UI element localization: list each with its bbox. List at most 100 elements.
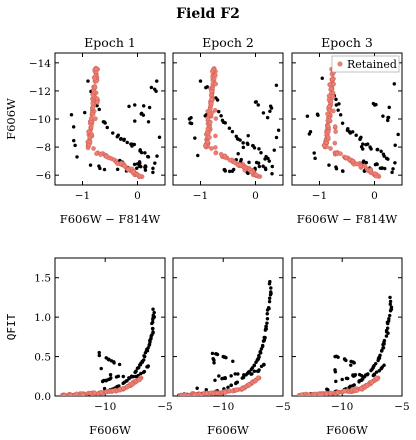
x-tick-label: −10 — [212, 401, 234, 413]
star-point — [141, 104, 146, 108]
star-point — [336, 108, 340, 112]
retained-point — [92, 390, 97, 396]
star-point — [132, 103, 137, 107]
star-point — [219, 114, 223, 118]
retained-point — [130, 169, 136, 175]
star-point — [267, 299, 272, 304]
star-point — [276, 128, 281, 132]
retained-point — [192, 392, 197, 396]
retained-point — [93, 66, 99, 72]
star-point — [258, 351, 263, 355]
star-point — [261, 164, 265, 168]
retained-point — [95, 100, 100, 105]
retained-point — [209, 101, 214, 106]
star-point — [143, 168, 148, 172]
star-point — [365, 142, 370, 146]
retained-point — [342, 388, 347, 394]
star-point — [257, 164, 262, 169]
star-point — [346, 126, 350, 131]
retained-point — [94, 151, 99, 156]
star-point — [270, 172, 274, 176]
retained-point — [202, 143, 208, 149]
retained-point — [213, 133, 218, 139]
star-point — [364, 160, 369, 165]
y-tick-label: 0.0 — [34, 391, 51, 403]
retained-point — [328, 390, 333, 396]
star-point — [69, 113, 74, 117]
retained-point — [125, 167, 131, 172]
star-point — [262, 362, 266, 367]
star-point — [349, 363, 353, 367]
retained-point — [331, 81, 336, 87]
star-point — [236, 151, 240, 156]
star-point — [86, 79, 90, 83]
star-point — [344, 358, 348, 363]
star-point — [327, 163, 331, 167]
retained-point — [181, 393, 187, 396]
star-point — [313, 156, 317, 161]
star-point — [125, 140, 130, 145]
star-point — [265, 321, 269, 325]
star-point — [384, 328, 389, 333]
star-point — [261, 111, 266, 115]
star-point — [390, 170, 394, 175]
star-point — [358, 137, 362, 142]
star-point — [385, 321, 390, 326]
y-tick-label: 1.5 — [34, 273, 51, 285]
star-point — [139, 112, 143, 116]
star-point — [382, 154, 386, 158]
star-point — [241, 141, 245, 145]
retained-point — [368, 168, 373, 173]
retained-point — [223, 390, 228, 395]
retained-point — [253, 378, 258, 383]
star-point — [381, 342, 385, 347]
star-point — [115, 384, 119, 389]
star-point — [240, 376, 245, 380]
legend-box — [331, 55, 400, 73]
star-point — [97, 353, 102, 358]
plot-frame — [172, 257, 284, 397]
retained-point — [338, 151, 343, 156]
star-point — [268, 109, 272, 114]
star-point — [265, 115, 270, 120]
star-point — [122, 137, 127, 142]
star-point — [188, 121, 192, 125]
star-point — [227, 126, 232, 130]
star-point — [267, 296, 272, 300]
star-point — [111, 131, 115, 135]
series-retained — [85, 65, 145, 180]
star-point — [230, 129, 235, 134]
star-point — [386, 157, 390, 161]
star-point — [118, 137, 123, 141]
star-point — [146, 365, 150, 369]
star-point — [217, 374, 221, 378]
star-point — [152, 310, 156, 315]
star-point — [307, 132, 312, 136]
star-point — [334, 165, 338, 169]
retained-point — [209, 146, 214, 151]
x-axis-label: F606W − F814W — [297, 212, 398, 226]
star-point — [265, 308, 270, 312]
star-point — [222, 167, 226, 172]
retained-point — [330, 77, 335, 82]
star-point — [215, 98, 220, 102]
x-tick-label: 0 — [252, 190, 259, 202]
star-point — [82, 110, 87, 115]
star-point — [392, 82, 397, 86]
star-point — [102, 120, 107, 124]
x-axis-label: F606W — [326, 423, 368, 437]
star-point — [211, 356, 215, 361]
plot-frame — [54, 52, 166, 186]
retained-point — [214, 391, 220, 396]
star-point — [193, 136, 197, 140]
star-point — [254, 100, 258, 104]
star-point — [379, 366, 384, 371]
y-tick-label: −8 — [36, 142, 51, 154]
series-all — [61, 307, 156, 396]
star-point — [340, 121, 345, 125]
star-point — [117, 362, 122, 367]
retained-point — [327, 118, 332, 123]
star-point — [231, 167, 236, 172]
